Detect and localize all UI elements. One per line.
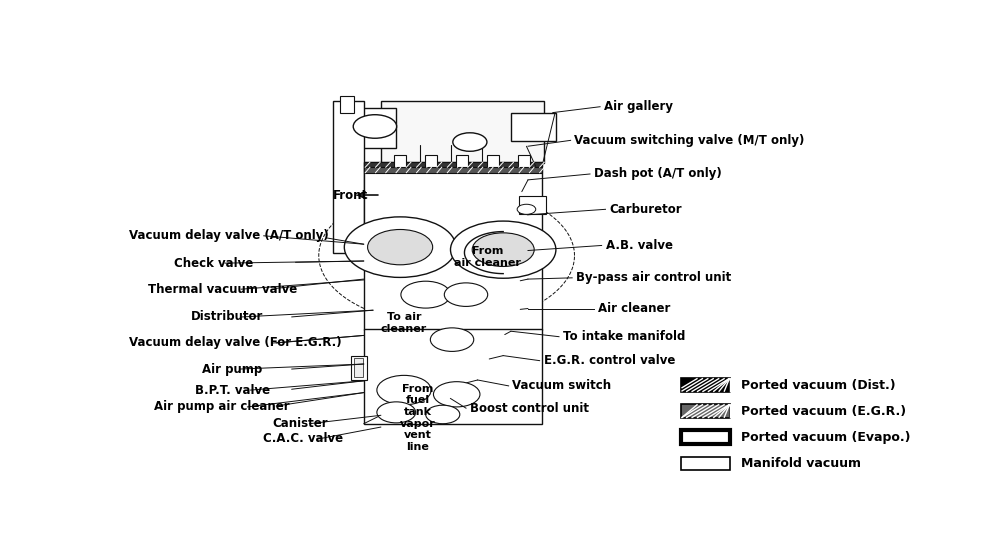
Bar [681, 456, 730, 470]
Bar [340, 96, 354, 112]
Circle shape [444, 283, 488, 306]
Text: Air gallery: Air gallery [604, 100, 673, 113]
Circle shape [344, 217, 456, 277]
Circle shape [377, 375, 431, 405]
Circle shape [426, 405, 460, 424]
Circle shape [453, 133, 487, 151]
Text: From
air cleaner: From air cleaner [454, 246, 521, 268]
Text: B.P.T. valve: B.P.T. valve [195, 384, 270, 396]
Text: Check valve: Check valve [174, 257, 253, 270]
Circle shape [401, 281, 450, 308]
Bar [364, 162, 542, 167]
Text: Manifold vacuum: Manifold vacuum [741, 457, 861, 470]
Text: Ported vacuum (Evapo.): Ported vacuum (Evapo.) [741, 431, 911, 444]
Text: C.A.C. valve: C.A.C. valve [263, 432, 343, 446]
Text: Ported vacuum (E.G.R.): Ported vacuum (E.G.R.) [741, 405, 906, 418]
Circle shape [368, 229, 433, 265]
Bar [364, 162, 542, 330]
Text: Distributor: Distributor [191, 311, 263, 323]
Bar [518, 156, 530, 167]
Circle shape [472, 233, 534, 266]
Bar [333, 101, 364, 253]
Text: Air pump air cleaner: Air pump air cleaner [154, 400, 290, 413]
Text: A.B. valve: A.B. valve [606, 239, 672, 252]
Circle shape [377, 402, 416, 423]
Bar [519, 196, 546, 213]
Text: E.G.R. control valve: E.G.R. control valve [544, 354, 675, 367]
Text: Ported vacuum (Dist.): Ported vacuum (Dist.) [741, 378, 896, 391]
Text: Front: Front [333, 188, 368, 201]
Text: Dash pot (A/T only): Dash pot (A/T only) [594, 168, 722, 181]
Bar [456, 156, 468, 167]
Bar [511, 112, 556, 141]
Bar [351, 355, 367, 380]
Text: Vacuum delay valve (For E.G.R.): Vacuum delay valve (For E.G.R.) [129, 336, 342, 349]
Bar [364, 167, 542, 173]
Text: Air pump: Air pump [202, 363, 263, 376]
Bar [381, 101, 544, 163]
Bar [487, 156, 499, 167]
Text: Air cleaner: Air cleaner [598, 302, 670, 315]
Text: Vacuum delay valve (A/T only): Vacuum delay valve (A/T only) [129, 229, 329, 242]
Bar [364, 329, 542, 424]
Circle shape [353, 115, 397, 138]
Text: Boost control unit: Boost control unit [470, 402, 589, 414]
Circle shape [430, 328, 474, 352]
Text: Carburetor: Carburetor [609, 203, 682, 216]
Text: Vacuum switching valve (M/T only): Vacuum switching valve (M/T only) [574, 134, 805, 147]
Bar [394, 156, 406, 167]
Text: Vacuum switch: Vacuum switch [512, 379, 612, 393]
Bar [425, 156, 437, 167]
Bar [354, 358, 363, 377]
Circle shape [433, 382, 480, 407]
Circle shape [517, 204, 536, 215]
Bar [681, 405, 730, 418]
Text: From
fuel
tank
vapor
vent
line: From fuel tank vapor vent line [400, 384, 436, 452]
Bar [681, 378, 730, 392]
Text: Canister: Canister [272, 417, 328, 430]
Bar [681, 430, 730, 444]
Text: To intake manifold: To intake manifold [563, 330, 685, 343]
Text: By-pass air control unit: By-pass air control unit [576, 271, 731, 284]
Circle shape [450, 221, 556, 278]
Text: To air
cleaner: To air cleaner [381, 312, 427, 334]
Text: Thermal vacuum valve: Thermal vacuum valve [148, 283, 298, 296]
Bar [354, 108, 396, 147]
